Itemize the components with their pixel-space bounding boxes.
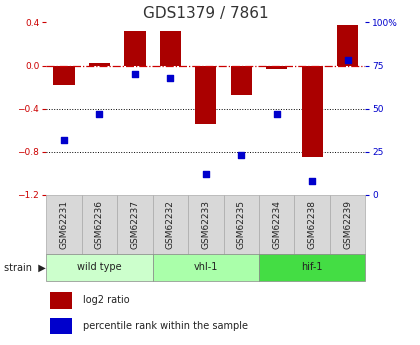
- Text: percentile rank within the sample: percentile rank within the sample: [83, 321, 248, 331]
- Bar: [188, 195, 223, 254]
- Point: [131, 71, 138, 77]
- Bar: [337, 24, 358, 66]
- Bar: [330, 195, 365, 254]
- Point: [96, 111, 103, 117]
- Bar: [117, 195, 152, 254]
- Text: strain  ▶: strain ▶: [4, 263, 46, 272]
- Text: GSM62235: GSM62235: [237, 200, 246, 249]
- Point: [309, 178, 315, 184]
- Point: [344, 58, 351, 63]
- Bar: [231, 66, 252, 95]
- Title: GDS1379 / 7861: GDS1379 / 7861: [143, 6, 269, 21]
- Bar: [50, 318, 72, 334]
- Text: GSM62237: GSM62237: [130, 200, 139, 249]
- Bar: [259, 254, 365, 281]
- Bar: [259, 195, 294, 254]
- Point: [167, 75, 174, 80]
- Text: hif-1: hif-1: [302, 263, 323, 272]
- Bar: [152, 254, 259, 281]
- Bar: [266, 66, 287, 69]
- Point: [202, 171, 209, 177]
- Bar: [46, 254, 152, 281]
- Bar: [160, 31, 181, 66]
- Bar: [223, 195, 259, 254]
- Text: wild type: wild type: [77, 263, 122, 272]
- Bar: [302, 66, 323, 157]
- Bar: [50, 292, 72, 309]
- Text: log2 ratio: log2 ratio: [83, 295, 130, 305]
- Text: GSM62236: GSM62236: [95, 200, 104, 249]
- Point: [60, 137, 67, 142]
- Text: GSM62238: GSM62238: [308, 200, 317, 249]
- Bar: [195, 66, 216, 124]
- Text: GSM62231: GSM62231: [60, 200, 68, 249]
- Text: GSM62239: GSM62239: [343, 200, 352, 249]
- Text: GSM62233: GSM62233: [201, 200, 210, 249]
- Point: [238, 152, 244, 158]
- Text: vhl-1: vhl-1: [194, 263, 218, 272]
- Text: GSM62234: GSM62234: [272, 200, 281, 249]
- Bar: [81, 195, 117, 254]
- Point: [273, 111, 280, 117]
- Bar: [46, 195, 81, 254]
- Bar: [124, 31, 145, 66]
- Bar: [152, 195, 188, 254]
- Bar: [53, 66, 75, 85]
- Text: GSM62232: GSM62232: [166, 200, 175, 249]
- Bar: [294, 195, 330, 254]
- Bar: [89, 63, 110, 66]
